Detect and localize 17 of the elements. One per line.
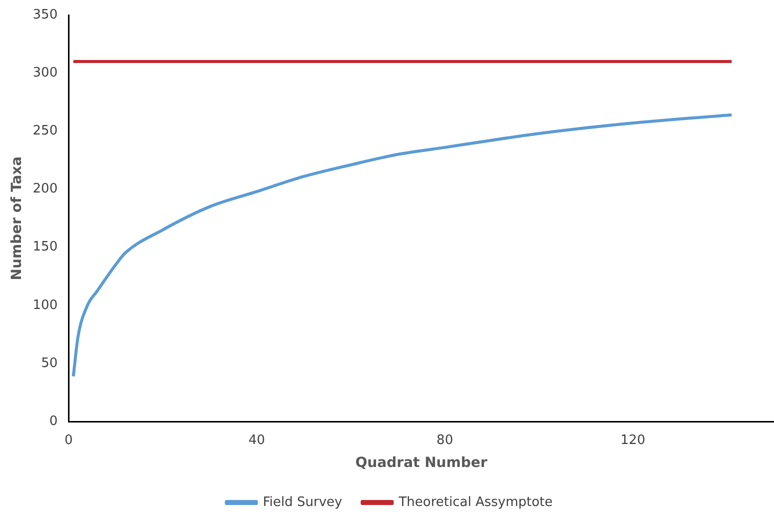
x-axis-title: Quadrat Number <box>355 455 488 472</box>
y-tick-label: 0 <box>49 414 58 429</box>
x-tick-label: 80 <box>436 432 454 448</box>
y-tick-label: 50 <box>41 356 58 371</box>
legend-label: Theoretical Assymptote <box>398 494 553 510</box>
y-tick-label: 350 <box>32 7 58 22</box>
y-tick-label: 150 <box>32 240 58 255</box>
x-tick-label: 0 <box>64 432 73 448</box>
y-tick-label: 200 <box>32 182 58 197</box>
y-tick-label: 100 <box>32 298 58 313</box>
line-series <box>72 113 734 378</box>
y-axis-title: Number of Taxa <box>9 156 26 280</box>
legend-label: Field Survey <box>262 494 343 510</box>
x-tick-label: 40 <box>248 432 265 448</box>
y-tick-label: 250 <box>32 124 58 139</box>
y-tick-label: 300 <box>32 65 58 80</box>
x-tick-label: 120 <box>620 432 646 448</box>
